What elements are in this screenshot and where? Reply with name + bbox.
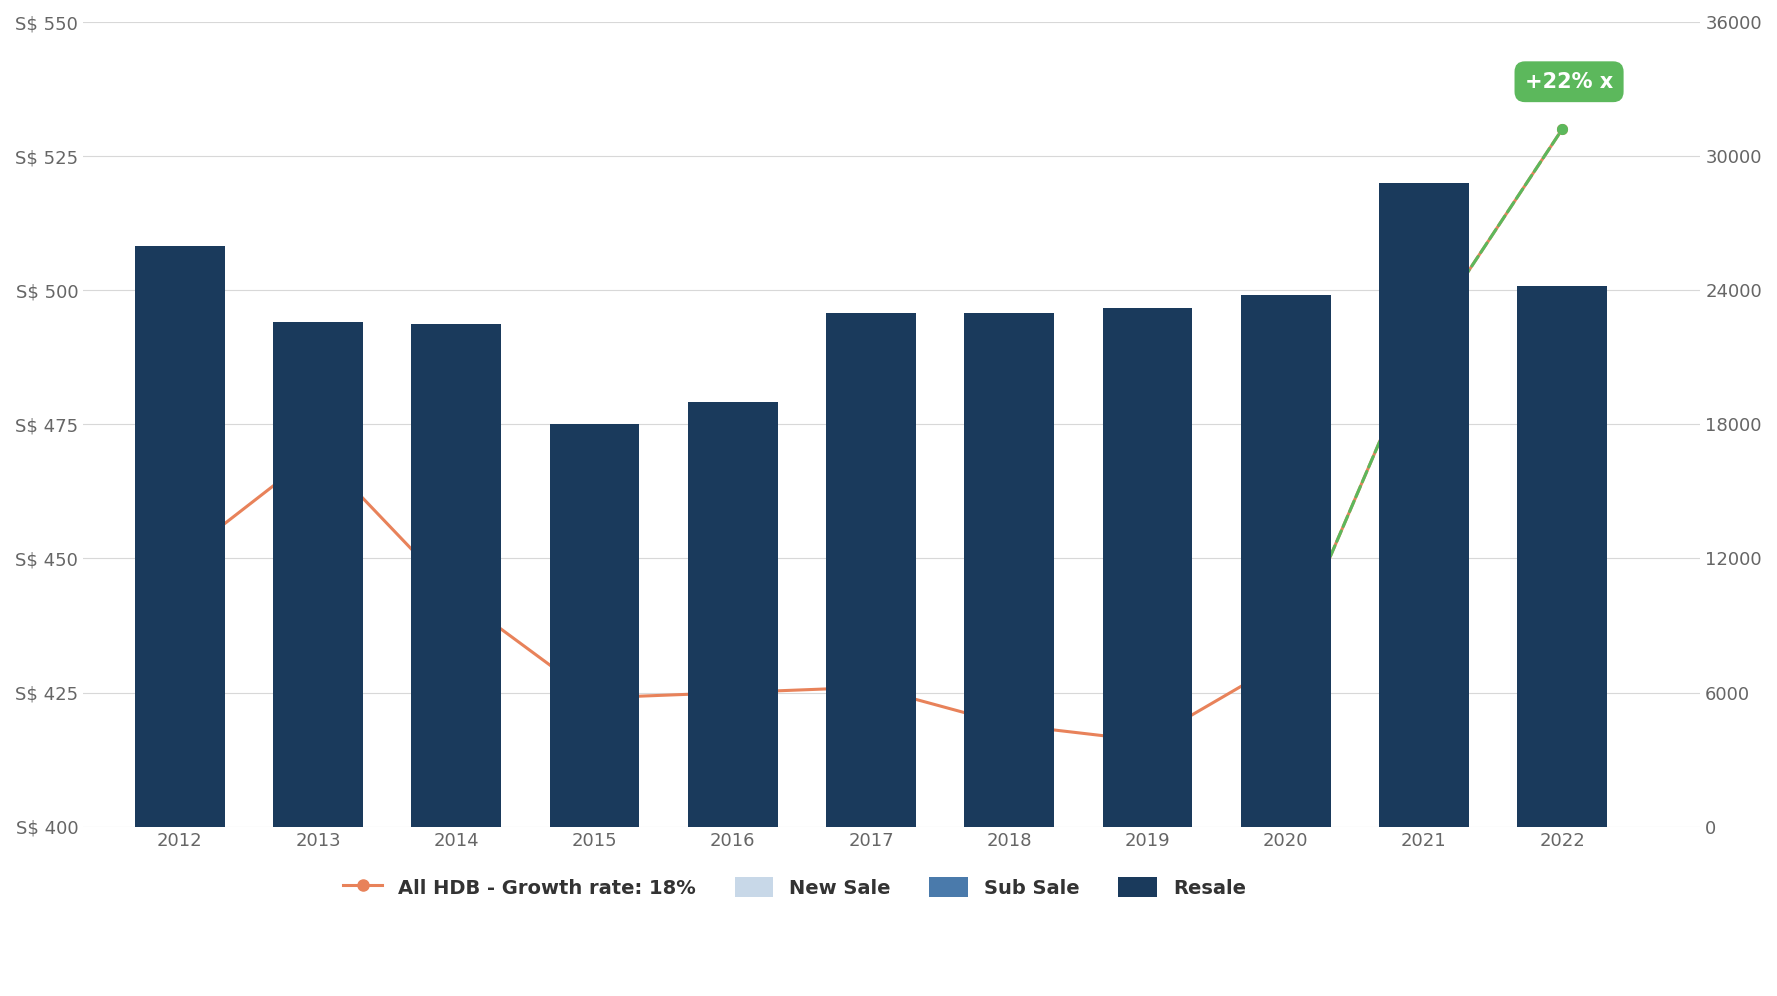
Bar	[410, 324, 501, 827]
Legend: All HDB - Growth rate: 18%, New Sale, Sub Sale, Resale: All HDB - Growth rate: 18%, New Sale, Su…	[336, 870, 1253, 905]
Bar	[688, 402, 778, 827]
Bar	[1240, 295, 1331, 827]
Bar	[965, 313, 1054, 827]
Bar	[826, 313, 915, 827]
Bar	[274, 322, 363, 827]
Text: +22% x: +22% x	[1525, 72, 1614, 92]
Bar	[135, 246, 224, 827]
Bar	[1518, 286, 1606, 827]
Bar	[1102, 308, 1192, 827]
Bar	[549, 424, 640, 827]
Bar	[1379, 183, 1470, 827]
